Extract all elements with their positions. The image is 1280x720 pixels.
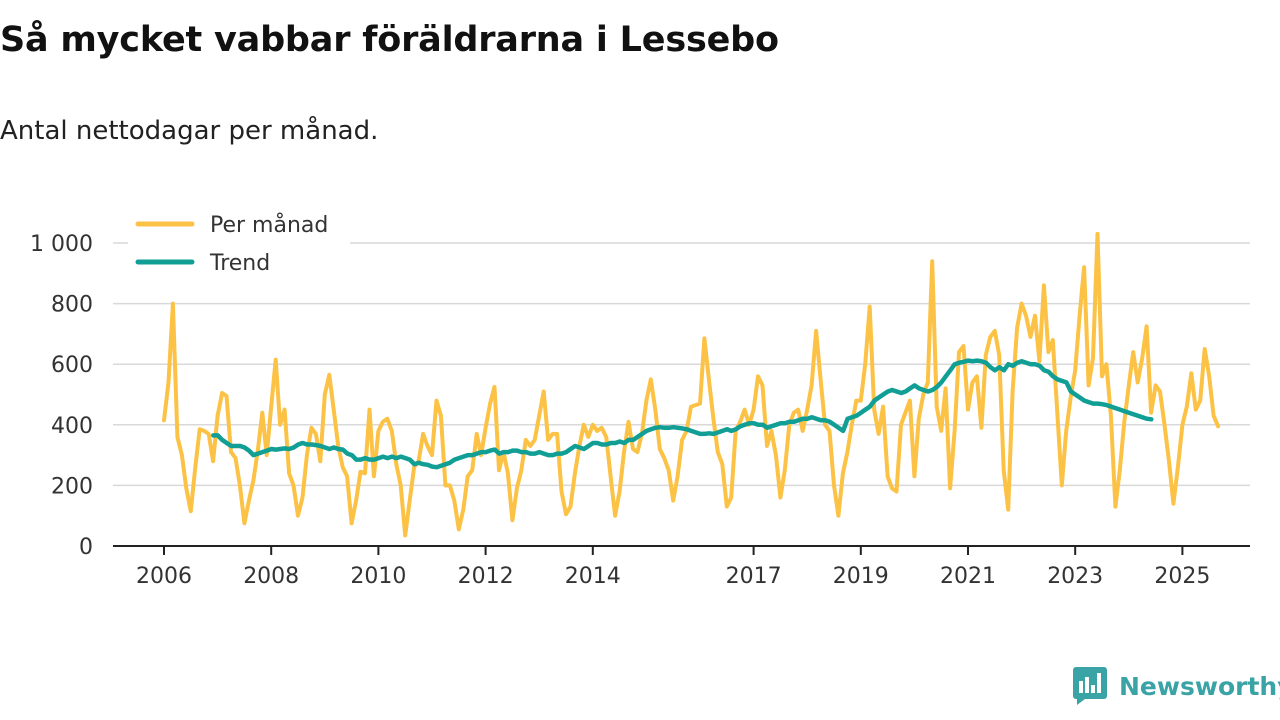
y-tick-label: 0 (79, 535, 93, 560)
y-tick-label: 600 (51, 353, 93, 378)
x-tick-label: 2006 (136, 564, 192, 589)
y-tick-label: 200 (51, 474, 93, 499)
x-tick-label: 2021 (940, 564, 996, 589)
y-axis-tick-labels: 0 200 400 600 800 1 000 (30, 232, 93, 560)
chart-subtitle: Antal nettodagar per månad. (0, 116, 379, 146)
legend-label-per-manad: Per månad (210, 212, 328, 238)
x-tick-label: 2023 (1047, 564, 1103, 589)
x-tick-label: 2008 (243, 564, 299, 589)
x-tick-label: 2012 (458, 564, 514, 589)
x-tick-label: 2025 (1154, 564, 1210, 589)
x-tick-label: 2019 (833, 564, 889, 589)
x-axis: 2006 2008 2010 2012 2014 2017 2019 2021 2023 2025 (113, 545, 1250, 589)
series-lines (162, 231, 1221, 538)
y-tick-label: 800 (51, 293, 93, 318)
brand-name: Newsworthy (1119, 671, 1280, 701)
chart-title: Så mycket vabbar föräldrarna i Lessebo (0, 20, 779, 60)
legend-background (128, 206, 350, 288)
legend: Per månad Trend (128, 206, 350, 288)
brand-logo: Newsworthy (1073, 666, 1280, 706)
series-line-per-manad (162, 231, 1221, 538)
newsworthy-logo-icon (1073, 667, 1107, 705)
y-tick-label: 1 000 (30, 232, 93, 257)
legend-label-trend: Trend (209, 251, 270, 276)
x-tick-label: 2017 (726, 564, 782, 589)
x-tick-label: 2014 (565, 564, 621, 589)
x-tick-label: 2010 (350, 564, 406, 589)
y-tick-label: 400 (51, 414, 93, 439)
series-line-trend (211, 358, 1154, 470)
